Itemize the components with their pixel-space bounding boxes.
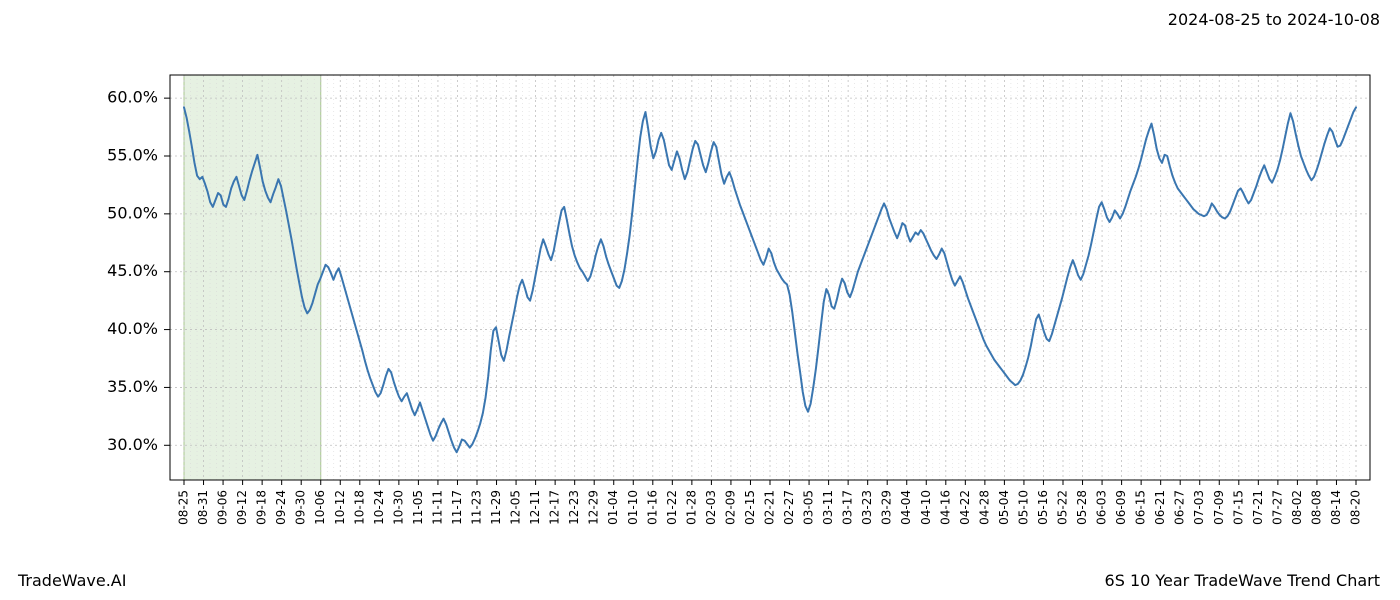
svg-text:05-16: 05-16 — [1036, 490, 1050, 525]
svg-text:12-17: 12-17 — [548, 490, 562, 525]
svg-text:04-04: 04-04 — [899, 490, 913, 525]
svg-text:03-11: 03-11 — [821, 490, 835, 525]
svg-text:35.0%: 35.0% — [107, 377, 158, 396]
svg-text:06-27: 06-27 — [1173, 490, 1187, 525]
svg-text:09-12: 09-12 — [235, 490, 249, 525]
svg-text:06-03: 06-03 — [1095, 490, 1109, 525]
svg-text:10-18: 10-18 — [352, 490, 366, 525]
svg-text:07-15: 07-15 — [1231, 490, 1245, 525]
svg-text:01-22: 01-22 — [665, 490, 679, 525]
svg-text:08-25: 08-25 — [177, 490, 191, 525]
svg-text:01-10: 01-10 — [626, 490, 640, 525]
svg-text:08-02: 08-02 — [1290, 490, 1304, 525]
svg-text:10-30: 10-30 — [391, 490, 405, 525]
svg-text:02-09: 02-09 — [723, 490, 737, 525]
svg-text:05-10: 05-10 — [1016, 490, 1030, 525]
svg-text:09-24: 09-24 — [274, 490, 288, 525]
svg-text:02-27: 02-27 — [782, 490, 796, 525]
svg-text:12-23: 12-23 — [567, 490, 581, 525]
svg-text:45.0%: 45.0% — [107, 261, 158, 280]
svg-text:04-28: 04-28 — [977, 490, 991, 525]
svg-text:02-15: 02-15 — [743, 490, 757, 525]
svg-text:08-08: 08-08 — [1309, 490, 1323, 525]
svg-text:06-15: 06-15 — [1134, 490, 1148, 525]
svg-text:09-18: 09-18 — [255, 490, 269, 525]
svg-text:05-04: 05-04 — [997, 490, 1011, 525]
svg-text:10-12: 10-12 — [333, 490, 347, 525]
svg-text:03-17: 03-17 — [841, 490, 855, 525]
svg-text:02-03: 02-03 — [704, 490, 718, 525]
svg-text:40.0%: 40.0% — [107, 319, 158, 338]
svg-text:05-22: 05-22 — [1056, 490, 1070, 525]
trend-chart-svg: 08-25 08-31 09-06 09-12 09-18 09-24 09-30 10-06… — [0, 40, 1400, 560]
svg-text:03-23: 03-23 — [860, 490, 874, 525]
svg-text:03-05: 03-05 — [802, 490, 816, 525]
svg-text:11-05: 11-05 — [411, 490, 425, 525]
svg-text:08-31: 08-31 — [196, 490, 210, 525]
svg-text:07-21: 07-21 — [1251, 490, 1265, 525]
svg-text:01-28: 01-28 — [684, 490, 698, 525]
svg-text:07-09: 07-09 — [1212, 490, 1226, 525]
svg-text:11-11: 11-11 — [430, 490, 444, 525]
svg-text:10-24: 10-24 — [372, 490, 386, 525]
svg-text:04-22: 04-22 — [958, 490, 972, 525]
svg-text:06-21: 06-21 — [1153, 490, 1167, 525]
svg-text:01-04: 01-04 — [606, 490, 620, 525]
svg-text:50.0%: 50.0% — [107, 203, 158, 222]
svg-text:09-06: 09-06 — [216, 490, 230, 525]
svg-text:01-16: 01-16 — [645, 490, 659, 525]
svg-text:12-29: 12-29 — [587, 490, 601, 525]
svg-text:11-17: 11-17 — [450, 490, 464, 525]
trend-chart: 08-25 08-31 09-06 09-12 09-18 09-24 09-30 10-06… — [0, 40, 1400, 560]
svg-text:09-30: 09-30 — [294, 490, 308, 525]
svg-text:08-14: 08-14 — [1329, 490, 1343, 525]
svg-text:11-23: 11-23 — [470, 490, 484, 525]
svg-text:55.0%: 55.0% — [107, 146, 158, 165]
svg-text:06-09: 06-09 — [1114, 490, 1128, 525]
svg-text:07-03: 07-03 — [1192, 490, 1206, 525]
date-range-label: 2024-08-25 to 2024-10-08 — [1168, 10, 1380, 29]
svg-text:04-16: 04-16 — [938, 490, 952, 525]
svg-text:02-21: 02-21 — [763, 490, 777, 525]
svg-text:60.0%: 60.0% — [107, 88, 158, 107]
chart-title: 6S 10 Year TradeWave Trend Chart — [1105, 571, 1380, 590]
svg-text:10-06: 10-06 — [313, 490, 327, 525]
svg-text:12-11: 12-11 — [528, 490, 542, 525]
svg-text:11-29: 11-29 — [489, 490, 503, 525]
svg-text:12-05: 12-05 — [509, 490, 523, 525]
svg-text:05-28: 05-28 — [1075, 490, 1089, 525]
svg-text:04-10: 04-10 — [919, 490, 933, 525]
svg-text:03-29: 03-29 — [880, 490, 894, 525]
svg-text:08-20: 08-20 — [1349, 490, 1363, 525]
brand-label: TradeWave.AI — [18, 571, 126, 590]
svg-text:30.0%: 30.0% — [107, 435, 158, 454]
svg-text:07-27: 07-27 — [1270, 490, 1284, 525]
